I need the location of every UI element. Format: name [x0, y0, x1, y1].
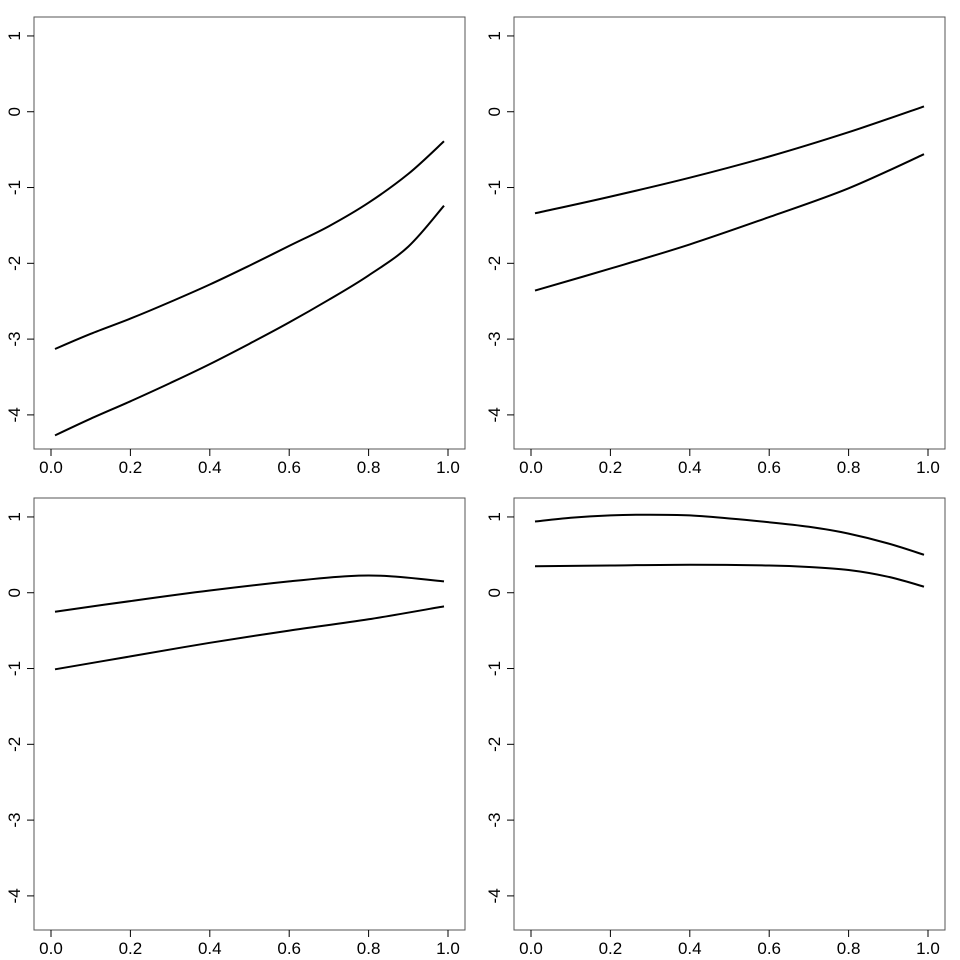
y-tick-label: 1 [5, 512, 24, 521]
y-axis: -4 -3 -2 -1 0 1 [5, 31, 34, 422]
x-tick-label: 0.2 [119, 458, 143, 477]
x-tick-label: 0.8 [357, 939, 381, 958]
x-tick-label: 0.6 [757, 458, 781, 477]
x-tick-label: 0.6 [757, 939, 781, 958]
y-tick-label: -1 [5, 661, 24, 676]
x-tick-label: 0.0 [39, 939, 63, 958]
y-tick-label: -3 [5, 813, 24, 828]
y-tick-label: -2 [485, 737, 504, 752]
y-tick-label: -1 [485, 661, 504, 676]
y-tick-label: -1 [5, 180, 24, 195]
series-line-2 [54, 205, 445, 437]
y-axis: -4 -3 -2 -1 0 1 [5, 512, 34, 903]
series-line-2 [534, 563, 925, 588]
series-line-2 [54, 605, 445, 671]
x-axis: 0.0 0.2 0.4 0.6 0.8 1.0 [519, 930, 940, 958]
x-tick-label: 1.0 [436, 939, 460, 958]
series-line-1 [534, 513, 925, 556]
y-tick-label: -4 [485, 888, 504, 903]
x-tick-label: 0.6 [277, 939, 301, 958]
y-tick-label: 0 [5, 107, 24, 116]
x-axis: 0.0 0.2 0.4 0.6 0.8 1.0 [519, 449, 940, 477]
plot-frame [33, 497, 466, 931]
y-tick-label: 0 [485, 107, 504, 116]
panel-bottom-right: 0.0 0.2 0.4 0.6 0.8 1.0 -4 -3 -2 -1 0 1 [485, 497, 946, 958]
x-tick-label: 0.4 [678, 458, 702, 477]
x-tick-label: 0.6 [277, 458, 301, 477]
x-axis: 0.0 0.2 0.4 0.6 0.8 1.0 [39, 449, 460, 477]
series-line-1 [534, 105, 925, 215]
y-tick-label: 0 [485, 588, 504, 597]
series-line-1 [54, 140, 445, 350]
y-tick-label: -4 [5, 888, 24, 903]
x-tick-label: 0.8 [837, 939, 861, 958]
x-tick-label: 1.0 [916, 458, 940, 477]
x-tick-label: 0.8 [837, 458, 861, 477]
series-line-1 [54, 574, 445, 613]
y-axis: -4 -3 -2 -1 0 1 [485, 512, 514, 903]
y-tick-label: -4 [5, 407, 24, 422]
x-tick-label: 1.0 [916, 939, 940, 958]
panel-bottom-left: 0.0 0.2 0.4 0.6 0.8 1.0 -4 -3 -2 -1 0 1 [5, 497, 466, 958]
x-axis: 0.0 0.2 0.4 0.6 0.8 1.0 [39, 930, 460, 958]
y-tick-label: -3 [485, 813, 504, 828]
x-tick-label: 1.0 [436, 458, 460, 477]
y-tick-label: 1 [485, 31, 504, 40]
x-tick-label: 0.2 [599, 458, 623, 477]
y-tick-label: -2 [5, 256, 24, 271]
x-tick-label: 0.0 [39, 458, 63, 477]
y-tick-label: 1 [5, 31, 24, 40]
plot-frame [513, 497, 946, 931]
y-tick-label: -2 [5, 737, 24, 752]
x-tick-label: 0.2 [599, 939, 623, 958]
panel-top-right: 0.0 0.2 0.4 0.6 0.8 1.0 -4 -3 -2 -1 0 1 [485, 16, 946, 477]
x-tick-label: 0.8 [357, 458, 381, 477]
y-tick-label: -3 [5, 332, 24, 347]
y-tick-label: -4 [485, 407, 504, 422]
y-tick-label: 1 [485, 512, 504, 521]
x-tick-label: 0.4 [198, 458, 222, 477]
y-axis: -4 -3 -2 -1 0 1 [485, 31, 514, 422]
x-tick-label: 0.4 [198, 939, 222, 958]
x-tick-label: 0.4 [678, 939, 702, 958]
y-tick-label: -3 [485, 332, 504, 347]
plot-frame [513, 16, 946, 450]
y-tick-label: 0 [5, 588, 24, 597]
x-tick-label: 0.0 [519, 458, 543, 477]
x-tick-label: 0.0 [519, 939, 543, 958]
y-tick-label: -2 [485, 256, 504, 271]
x-tick-label: 0.2 [119, 939, 143, 958]
plot-frame [33, 16, 466, 450]
series-line-2 [534, 153, 925, 292]
panel-top-left: 0.0 0.2 0.4 0.6 0.8 1.0 -4 -3 -2 -1 0 1 [5, 16, 466, 477]
y-tick-label: -1 [485, 180, 504, 195]
